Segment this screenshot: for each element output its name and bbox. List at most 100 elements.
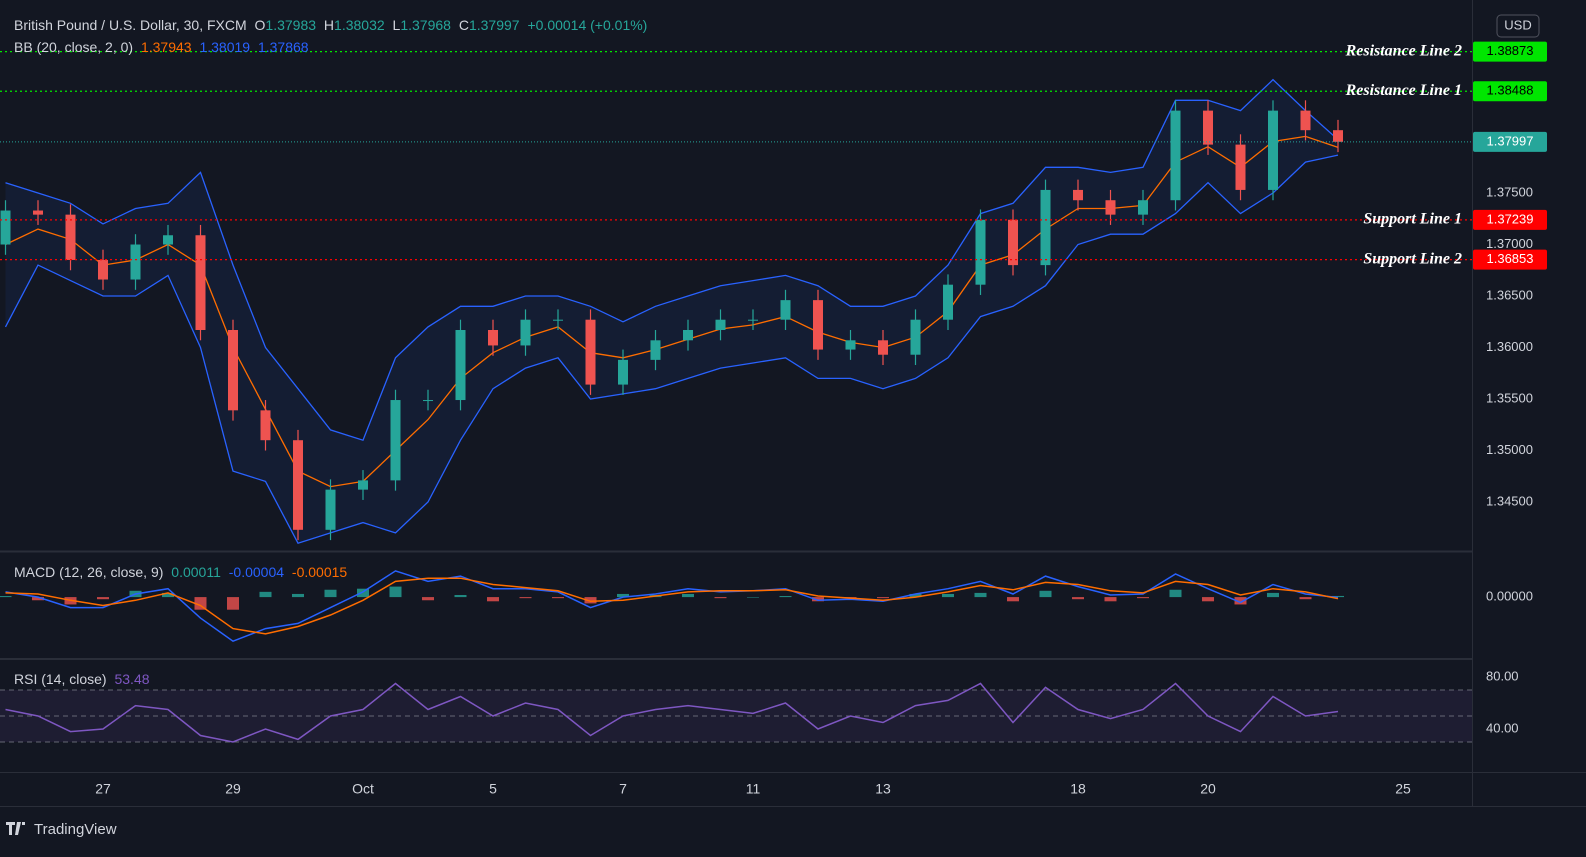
- level-price: 1.36853: [1487, 251, 1534, 266]
- histogram-bar: [0, 596, 12, 598]
- legend-value: 53.48: [114, 671, 150, 687]
- histogram-bar: [747, 597, 759, 598]
- symbol: British Pound / U.S. Dollar, 30, FXCM: [14, 17, 247, 33]
- x-tick-label: 29: [225, 781, 241, 797]
- level-price-box: [1473, 41, 1547, 62]
- histogram-bar: [1039, 590, 1052, 598]
- y-tick-label: 1.35500: [1486, 390, 1533, 405]
- candle-body: [423, 400, 433, 402]
- candle-body: [260, 410, 271, 441]
- candle-body: [943, 284, 953, 320]
- candle-body: [910, 319, 921, 355]
- brand-logo: [6, 822, 25, 835]
- histogram-bar: [292, 593, 304, 598]
- level-price-box: [1473, 81, 1547, 102]
- candle-body: [1170, 110, 1181, 201]
- candle-body: [488, 330, 498, 346]
- x-tick-label: 11: [746, 781, 761, 797]
- level-name: Resistance Line 1: [1345, 82, 1462, 99]
- histogram-bar: [162, 592, 174, 598]
- quote-label: H: [323, 17, 335, 33]
- histogram-bar: [1332, 595, 1344, 598]
- histogram-bar: [617, 593, 629, 598]
- macd-legend: MACD (12, 26, close, 9) 0.00011 -0.00004…: [14, 564, 351, 580]
- histogram-bar: [1007, 597, 1019, 602]
- histogram-bar: [422, 597, 434, 601]
- candle-body: [1008, 219, 1018, 266]
- candle-body: [1268, 110, 1278, 190]
- histogram-bar: [1137, 597, 1149, 599]
- histogram-bar: [1072, 597, 1084, 600]
- currency-box: [1496, 14, 1540, 38]
- candle-body: [683, 330, 693, 341]
- change: +0.00014 (+0.01%): [527, 17, 648, 33]
- bb-line: [5, 78, 1339, 442]
- quote-value: 1.38032: [334, 17, 385, 33]
- histogram-bar: [194, 597, 207, 610]
- x-tick-label: 13: [875, 781, 891, 797]
- histogram-bar: [454, 595, 467, 598]
- histogram-bar: [584, 597, 597, 604]
- level-price: 1.38873: [1487, 43, 1534, 58]
- histogram-bar: [942, 593, 954, 598]
- indicator-title: BB (20, close, 2, 0): [14, 39, 134, 55]
- x-tick-label: 25: [1395, 781, 1411, 797]
- bb-legend: BB (20, close, 2, 0) 1.37943 1.38019 1.3…: [14, 39, 313, 55]
- candle-body: [780, 300, 791, 320]
- quote-label: L: [392, 17, 401, 33]
- candle-body: [520, 319, 531, 346]
- candle-body: [228, 330, 238, 411]
- candle-body: [1073, 189, 1083, 201]
- histogram-bar: [357, 588, 369, 598]
- candle-body: [1105, 200, 1116, 215]
- candle-body: [1138, 200, 1148, 215]
- plot: [0, 51, 1472, 743]
- level-price-box: [1473, 249, 1547, 270]
- quote-label: O: [254, 17, 266, 33]
- candle-body: [650, 340, 661, 360]
- quote-value: 1.37983: [265, 17, 317, 33]
- quote-value: 1.37968: [400, 17, 451, 33]
- band-fill: [5, 79, 1338, 544]
- quote-value: 1.37997: [468, 17, 520, 33]
- histogram-bar: [324, 589, 337, 598]
- indicator-title: MACD (12, 26, close, 9): [14, 564, 164, 580]
- level-price-box: [1473, 209, 1547, 230]
- quote-label: C: [458, 17, 469, 33]
- histogram-bar: [552, 597, 564, 599]
- histogram-bar: [779, 596, 792, 598]
- x-tick-label: Oct: [352, 781, 374, 797]
- candle-body: [1203, 110, 1213, 145]
- candle-body: [33, 210, 43, 215]
- y-tick-label: 1.37000: [1486, 236, 1533, 251]
- labels: USD TradingView 27 29 Oct 5 7 11 13 18 20 25 1.345…: [6, 14, 1547, 838]
- candle-body: [98, 259, 108, 280]
- candle-body: [975, 219, 986, 285]
- currency: USD: [1504, 17, 1531, 32]
- candle-body: [65, 214, 76, 260]
- x-tick-label: 5: [489, 781, 497, 797]
- legend-value: 1.37943: [140, 39, 192, 55]
- level-name: Support Line 1: [1363, 211, 1462, 228]
- histogram-bar: [877, 597, 889, 599]
- histogram-bar: [1234, 597, 1247, 605]
- histogram-bar: [487, 597, 499, 602]
- histogram-bar: [1299, 597, 1312, 600]
- level-price: 1.38488: [1487, 83, 1534, 98]
- candle-body: [195, 235, 206, 330]
- candle-body: [325, 489, 336, 530]
- x-tick-label: 27: [95, 781, 111, 797]
- candle-body: [0, 210, 11, 245]
- histogram-bar: [97, 597, 109, 600]
- histogram-bar: [974, 592, 987, 598]
- y-tick-label: 40.00: [1486, 720, 1519, 735]
- x-tick-label: 20: [1200, 781, 1216, 797]
- candle-body: [1040, 189, 1051, 266]
- histogram-bar: [682, 593, 694, 598]
- bb-line: [5, 135, 1339, 488]
- y-tick-label: 1.35000: [1486, 442, 1533, 457]
- legend-value: -0.00015: [291, 564, 348, 580]
- macd-line: [5, 570, 1339, 643]
- last-price: 1.37997: [1487, 133, 1534, 148]
- candle-body: [163, 235, 173, 245]
